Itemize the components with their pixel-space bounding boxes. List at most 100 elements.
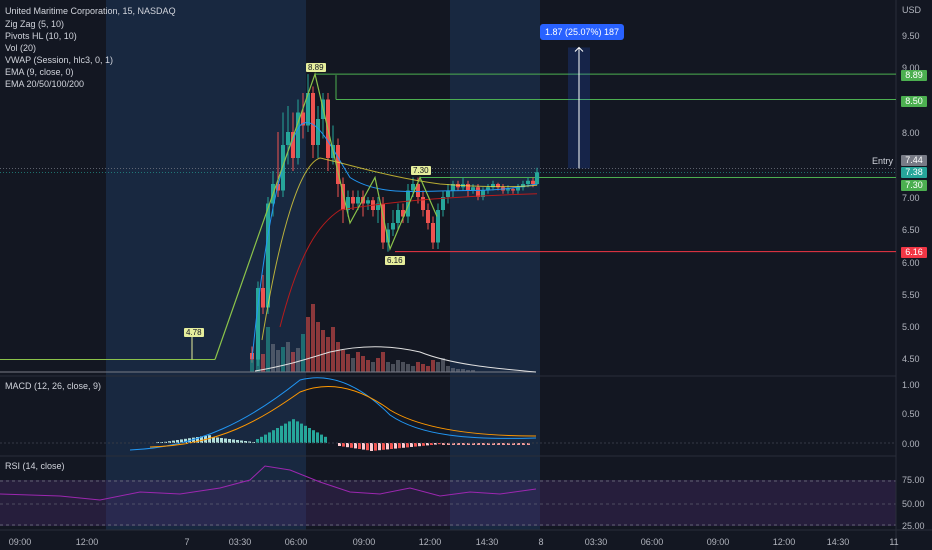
volume-bar	[316, 322, 320, 372]
rsi-pane-label[interactable]: RSI (14, close)	[5, 461, 65, 471]
zigzag-line	[214, 72, 438, 360]
macd-hist	[338, 443, 341, 446]
volume-bar	[326, 337, 330, 372]
macd-hist	[184, 438, 187, 443]
volume-bar	[261, 354, 265, 372]
candle	[511, 189, 515, 191]
volume-bar	[446, 366, 450, 372]
macd-hist	[316, 432, 319, 443]
macd-hist	[220, 438, 223, 443]
volume-bar	[256, 342, 260, 372]
volume-bar	[416, 362, 420, 372]
macd-hist	[390, 443, 393, 449]
volume-bar	[431, 360, 435, 372]
macd-hist	[300, 423, 303, 443]
indicator-vwap[interactable]: VWAP (Session, hlc3, 0, 1)	[5, 55, 114, 65]
indicator-pivots[interactable]: Pivots HL (10, 10)	[5, 31, 77, 41]
macd-hist	[264, 434, 267, 443]
macd-hist	[248, 441, 251, 443]
macd-hist	[482, 443, 485, 445]
rsi-tick: 50.00	[902, 499, 925, 509]
time-tick: 06:00	[284, 537, 308, 547]
volume-bar	[361, 356, 365, 372]
macd-hist	[244, 441, 247, 443]
macd-hist	[497, 443, 500, 445]
indicator-ema-multi[interactable]: EMA 20/50/100/200	[5, 79, 85, 89]
macd-pane-label[interactable]: MACD (12, 26, close, 9)	[5, 381, 102, 391]
time-tick: 12:00	[418, 537, 442, 547]
candle	[381, 203, 385, 243]
macd-hist	[228, 439, 231, 443]
measure-badge[interactable]: 1.87 (25.07%) 187	[540, 24, 625, 40]
candle	[491, 184, 495, 188]
candle	[336, 145, 340, 184]
volume-bar	[311, 304, 315, 372]
macd-hist	[477, 443, 480, 445]
volume-bar	[456, 369, 460, 372]
candle	[351, 197, 355, 204]
rsi-tick: 25.00	[902, 521, 925, 531]
price-tick: 9.00	[902, 63, 920, 73]
indicator-zigzag[interactable]: Zig Zag (5, 10)	[5, 19, 65, 29]
currency-label: USD	[902, 5, 922, 15]
macd-hist	[492, 443, 495, 445]
macd-hist	[426, 443, 429, 446]
volume-bar	[271, 344, 275, 372]
macd-hist	[522, 443, 525, 445]
volume-bar	[406, 364, 410, 372]
macd-hist	[447, 443, 450, 445]
indicator-volume[interactable]: Vol (20)	[5, 43, 37, 53]
macd-hist	[216, 437, 219, 443]
price-tick: 4.50	[902, 354, 920, 364]
macd-hist	[507, 443, 510, 445]
macd-hist	[418, 443, 421, 447]
macd-hist	[457, 443, 460, 445]
volume-bar	[281, 347, 285, 372]
time-tick: 8	[538, 537, 544, 547]
entry-line-label: Entry	[872, 156, 894, 166]
volume-bar	[391, 364, 395, 372]
candle	[286, 132, 290, 145]
volume-bar	[451, 368, 455, 372]
price-tick: 7.00	[902, 193, 920, 203]
time-tick: 14:30	[475, 537, 499, 547]
macd-hist	[280, 425, 283, 443]
candle	[466, 184, 470, 191]
volume-bar	[356, 352, 360, 372]
indicator-ema9[interactable]: EMA (9, close, 0)	[5, 67, 74, 77]
ema20-line	[261, 157, 538, 341]
volume-bar	[291, 352, 295, 372]
macd-hist	[192, 437, 195, 443]
pivot-low-label: 6.16	[385, 256, 405, 265]
macd-hist	[296, 421, 299, 443]
macd-hist	[398, 443, 401, 449]
level-price-label: 7.30	[901, 180, 927, 191]
macd-hist	[168, 441, 171, 443]
macd-hist	[268, 432, 271, 443]
target2-price-label: 8.50	[901, 96, 927, 107]
macd-hist	[472, 443, 475, 445]
macd-hist	[438, 443, 441, 445]
macd-tick: 0.50	[902, 409, 920, 419]
candle	[416, 184, 420, 197]
candle	[506, 189, 510, 191]
candle	[486, 187, 490, 191]
volume-bar	[471, 370, 475, 372]
entry-price-label: 7.44	[901, 155, 927, 166]
macd-hist	[386, 443, 389, 450]
candle	[386, 229, 390, 243]
price-tick: 5.50	[902, 290, 920, 300]
volume-bar	[381, 352, 385, 372]
symbol-title[interactable]: United Maritime Corporation, 15, NASDAQ	[5, 6, 176, 16]
macd-hist	[512, 443, 515, 445]
macd-hist	[260, 436, 263, 443]
candle	[535, 172, 539, 184]
time-tick: 12:00	[772, 537, 796, 547]
volume-ma	[254, 346, 537, 373]
macd-hist	[366, 443, 369, 451]
macd-hist	[467, 443, 470, 445]
macd-tick: 0.00	[902, 439, 920, 449]
rsi-line	[0, 465, 537, 501]
macd-hist	[406, 443, 409, 448]
